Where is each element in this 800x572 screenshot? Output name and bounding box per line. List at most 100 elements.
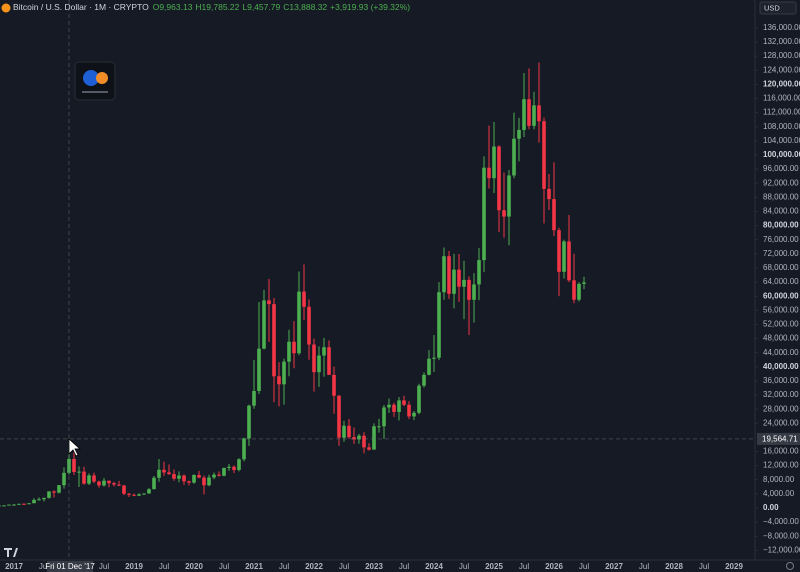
candle-body bbox=[312, 344, 316, 373]
settings-button[interactable] bbox=[786, 562, 794, 570]
y-tick-label: 52,000.00 bbox=[763, 320, 799, 329]
ohlc-open: O9,963.13 bbox=[153, 2, 193, 12]
candle-body bbox=[267, 300, 271, 305]
y-tick-label: 72,000.00 bbox=[763, 249, 799, 258]
candle-body bbox=[37, 499, 41, 501]
candle-body bbox=[47, 491, 51, 498]
candle-body bbox=[242, 438, 246, 460]
candle-body bbox=[272, 304, 276, 377]
ohlc-high: H19,785.22 bbox=[195, 2, 239, 12]
candle-body bbox=[112, 483, 116, 485]
x-tick-label: Jul bbox=[39, 562, 49, 571]
candle-body bbox=[422, 374, 426, 386]
candle-body bbox=[142, 493, 146, 495]
candle-body bbox=[202, 477, 206, 486]
x-tick-label: Jul bbox=[279, 562, 289, 571]
crosshair-time-box bbox=[47, 561, 93, 572]
candle-body bbox=[417, 385, 421, 413]
y-tick-label: −4,000.00 bbox=[763, 517, 799, 526]
y-tick-label: 112,000.00 bbox=[763, 108, 800, 117]
y-tick-label: 104,000.00 bbox=[763, 136, 800, 145]
candle-body bbox=[522, 99, 526, 130]
x-tick-label: Jul bbox=[459, 562, 469, 571]
candle-body bbox=[467, 279, 471, 300]
y-tick-label: −8,000.00 bbox=[763, 531, 799, 540]
candle-body bbox=[77, 471, 81, 473]
candle-body bbox=[187, 481, 191, 483]
candle-body bbox=[492, 146, 496, 179]
y-tick-label: 92,000.00 bbox=[763, 178, 799, 187]
candle-body bbox=[262, 300, 266, 349]
candle-body bbox=[517, 129, 521, 139]
candle-body bbox=[0, 505, 1, 507]
y-tick-label: 68,000.00 bbox=[763, 263, 799, 272]
candle-body bbox=[92, 475, 96, 482]
candle-body bbox=[257, 348, 261, 392]
candle-body bbox=[132, 494, 136, 496]
candle-body bbox=[22, 503, 26, 505]
ohlc-change: +3,919.93 (+39.32%) bbox=[330, 2, 410, 12]
candle-body bbox=[512, 138, 516, 176]
candle-body bbox=[392, 404, 396, 412]
x-tick-label: Jul bbox=[99, 562, 109, 571]
candle-body bbox=[447, 256, 451, 294]
crosshair-price-box bbox=[757, 432, 800, 445]
y-tick-label: 128,000.00 bbox=[763, 51, 800, 60]
y-tick-label: 88,000.00 bbox=[763, 192, 799, 201]
y-tick-label: −12,000.00 bbox=[763, 545, 800, 554]
x-tick-label: Jul bbox=[699, 562, 709, 571]
candle-body bbox=[297, 291, 301, 354]
candle-body bbox=[82, 471, 86, 484]
candle-body bbox=[352, 437, 356, 440]
x-tick-label: Jul bbox=[399, 562, 409, 571]
candle-body bbox=[342, 425, 346, 438]
candle-body bbox=[227, 466, 231, 468]
candle-body bbox=[12, 504, 16, 506]
y-tick-label: 0.00 bbox=[763, 503, 779, 512]
candle-body bbox=[117, 484, 121, 486]
candle-body bbox=[182, 475, 186, 482]
x-tick-label: 2024 bbox=[425, 562, 443, 571]
candle-body bbox=[127, 493, 131, 495]
candle-body bbox=[282, 361, 286, 385]
x-tick-label: Jul bbox=[219, 562, 229, 571]
ohlc-low: L9,457.79 bbox=[242, 2, 280, 12]
candle-body bbox=[2, 505, 6, 507]
candle-body bbox=[357, 435, 361, 440]
candle-body bbox=[437, 292, 441, 358]
mouse-cursor bbox=[68, 438, 82, 457]
candle-body bbox=[287, 341, 291, 362]
x-tick-label: Jul bbox=[579, 562, 589, 571]
symbol-icon bbox=[1, 3, 11, 13]
candle-body bbox=[247, 405, 251, 439]
x-tick-label: 2019 bbox=[125, 562, 143, 571]
candle-body bbox=[487, 167, 491, 179]
x-tick-label: 2022 bbox=[305, 562, 323, 571]
candle-body bbox=[42, 497, 46, 500]
candle-body bbox=[57, 485, 61, 493]
x-tick-label: Jul bbox=[639, 562, 649, 571]
candle-body bbox=[147, 489, 151, 494]
currency-button[interactable] bbox=[759, 1, 797, 15]
candle-body bbox=[407, 404, 411, 417]
y-tick-label: 100,000.00 bbox=[763, 150, 800, 159]
y-tick-label: 124,000.00 bbox=[763, 65, 800, 74]
candle-body bbox=[427, 358, 431, 375]
candle-body bbox=[477, 260, 481, 285]
ohlc-close: C13,888.32 bbox=[283, 2, 327, 12]
candle-body bbox=[152, 477, 156, 490]
x-tick-label: 2026 bbox=[545, 562, 563, 571]
candle-body bbox=[327, 347, 331, 375]
candle-body bbox=[72, 458, 76, 472]
candle-body bbox=[572, 280, 576, 300]
tradingview-logo bbox=[4, 548, 18, 557]
candle-body bbox=[527, 99, 531, 126]
y-tick-label: 120,000.00 bbox=[763, 79, 800, 88]
candle-body bbox=[402, 400, 406, 405]
x-tick-label: Jul bbox=[159, 562, 169, 571]
candle-body bbox=[412, 412, 416, 417]
candle-body bbox=[497, 146, 501, 211]
candle-body bbox=[552, 199, 556, 231]
candle-body bbox=[502, 210, 506, 217]
